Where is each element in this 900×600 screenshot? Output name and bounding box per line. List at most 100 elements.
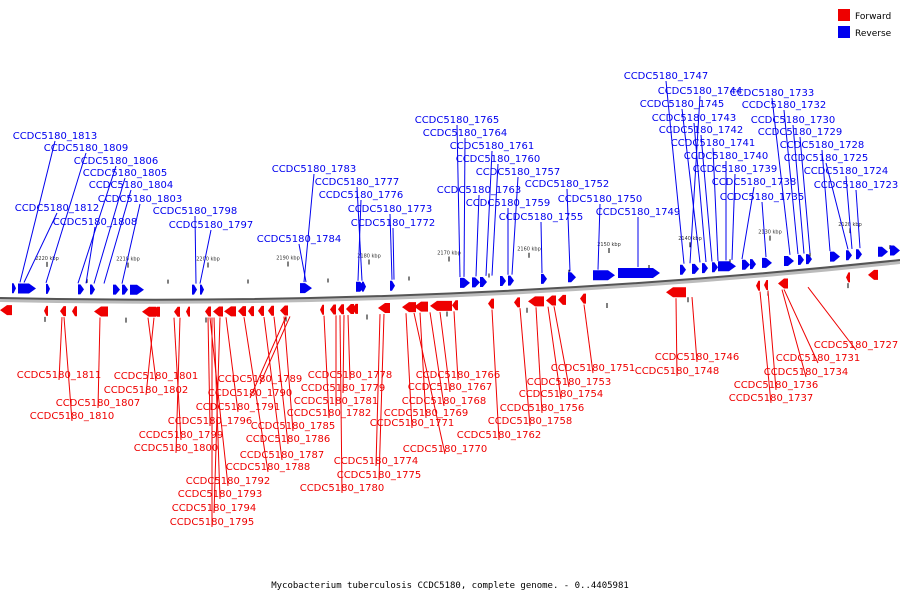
leader-line	[700, 134, 713, 262]
scale-tick-label: 2210 kbp	[116, 257, 140, 263]
forward-track	[0, 269, 878, 317]
gene-arrow	[320, 304, 324, 315]
gene-label-text: CCDC5180_1744	[658, 86, 743, 97]
gene-label: CCDC5180_1727	[807, 286, 898, 351]
gene-label: CCDC5180_1734	[764, 289, 849, 378]
gene-label-text: CCDC5180_1736	[734, 380, 819, 391]
gene-arrow	[414, 301, 428, 312]
gene-arrow	[846, 250, 852, 261]
leader-line	[173, 317, 182, 441]
leader-line	[93, 177, 126, 284]
scale-tick-label: 2200 kbp	[196, 257, 220, 263]
gene-label: CCDC5180_1787	[240, 316, 324, 461]
gene-label-text: CCDC5180_1742	[659, 125, 744, 136]
gene-label-text: CCDC5180_1803	[98, 194, 183, 205]
gene-label-text: CCDC5180_1808	[53, 217, 138, 228]
leader-line	[681, 108, 701, 263]
ticks-layer: 2220 kbp 2210 kbp 2200 kbp 2190 kbp 2180 kbp…	[35, 222, 891, 323]
gene-label-text: CCDC5180_1780	[300, 483, 385, 494]
gene-label: CCDC5180_1769	[384, 312, 469, 419]
gene-arrow	[488, 298, 494, 309]
gene-label-text: CCDC5180_1745	[640, 99, 725, 110]
legend: Forward Reverse	[838, 9, 892, 39]
gene-label: CCDC5180_1809	[44, 143, 128, 284]
leader-line	[303, 173, 315, 283]
legend-reverse-swatch	[838, 26, 850, 38]
gene-label: CCDC5180_1748	[635, 298, 719, 377]
gene-label-text: CCDC5180_1770	[403, 444, 488, 455]
leader-line	[453, 311, 459, 381]
gene-label: CCDC5180_1757	[476, 167, 560, 275]
gene-arrow	[778, 278, 788, 289]
gene-label-text: CCDC5180_1724	[804, 166, 889, 177]
leader-line	[389, 213, 393, 280]
gene-label: CCDC5180_1806	[74, 156, 158, 284]
leader-line	[392, 227, 395, 280]
gene-label: CCDC5180_1776	[319, 190, 403, 281]
gene-arrow	[580, 293, 586, 304]
gene-label: CCDC5180_1791	[196, 317, 280, 413]
leader-line	[731, 173, 736, 260]
gene-label-text: CCDC5180_1743	[652, 113, 737, 124]
scale-tick-label: 2150 kbp	[597, 242, 621, 248]
leader-line	[675, 298, 678, 377]
gene-label-text: CCDC5180_1762	[457, 430, 542, 441]
gene-label: CCDC5180_1724	[804, 166, 889, 249]
gene-arrow	[712, 262, 718, 273]
gene-label-text: CCDC5180_1797	[169, 220, 254, 231]
gene-label: CCDC5180_1752	[525, 179, 609, 272]
gene-label: CCDC5180_1781	[294, 315, 378, 407]
gene-label: CCDC5180_1733	[730, 88, 814, 255]
gene-arrow	[72, 306, 77, 317]
gene-arrow	[472, 277, 480, 288]
leader-line	[298, 243, 307, 283]
legend-forward-swatch	[838, 9, 850, 21]
leader-line	[419, 312, 427, 419]
gene-arrow	[248, 306, 254, 317]
gene-label-text: CCDC5180_1779	[301, 383, 386, 394]
gene-label: CCDC5180_1735	[720, 192, 804, 258]
leader-line	[475, 194, 480, 277]
leader-line	[799, 136, 811, 254]
leader-line	[23, 212, 58, 283]
gene-label: CCDC5180_1736	[734, 290, 819, 391]
gene-label: CCDC5180_1805	[83, 168, 167, 284]
gene-label-text: CCDC5180_1811	[17, 370, 102, 381]
gene-label: CCDC5180_1753	[527, 306, 611, 388]
gene-label-text: CCDC5180_1734	[764, 367, 849, 378]
gene-label-text: CCDC5180_1813	[13, 131, 98, 142]
leader-line	[263, 316, 283, 461]
gene-label-text: CCDC5180_1774	[334, 456, 419, 467]
gene-label-text: CCDC5180_1759	[466, 198, 551, 209]
gene-arrow	[558, 294, 566, 305]
gene-arrow	[338, 304, 344, 315]
leader-line	[781, 289, 807, 378]
leader-line	[145, 317, 155, 396]
leader-line	[597, 203, 601, 270]
gene-label: CCDC5180_1738	[712, 177, 796, 260]
gene-arrow	[94, 306, 108, 317]
gene-arrow	[44, 305, 48, 316]
gene-labels: CCDC5180_1813CCDC5180_1809CCDC5180_1806C…	[13, 71, 899, 528]
gene-arrow	[764, 280, 768, 291]
gene-arrow	[0, 305, 12, 316]
leader-line	[97, 317, 101, 409]
leader-line	[213, 317, 221, 514]
scale-tick-label: 2160 kbp	[517, 247, 541, 253]
leader-line	[357, 199, 362, 281]
leader-line	[825, 162, 849, 250]
leader-line	[741, 186, 755, 260]
gene-label: CCDC5180_1775	[337, 313, 421, 481]
gene-label-text: CCDC5180_1761	[450, 141, 535, 152]
gene-arrow	[508, 275, 514, 286]
gene-label-text: CCDC5180_1769	[384, 408, 469, 419]
gene-label: CCDC5180_1807	[56, 317, 140, 409]
gene-arrow	[452, 300, 458, 311]
gene-label-text: CCDC5180_1754	[519, 389, 604, 400]
scale-tick-label: 2130 kbp	[758, 230, 782, 236]
leader-line	[783, 109, 799, 255]
gene-arrow	[280, 305, 288, 316]
gene-arrow	[430, 300, 452, 311]
gene-label: CCDC5180_1810	[30, 317, 114, 422]
gene-label-text: CCDC5180_1765	[415, 115, 500, 126]
